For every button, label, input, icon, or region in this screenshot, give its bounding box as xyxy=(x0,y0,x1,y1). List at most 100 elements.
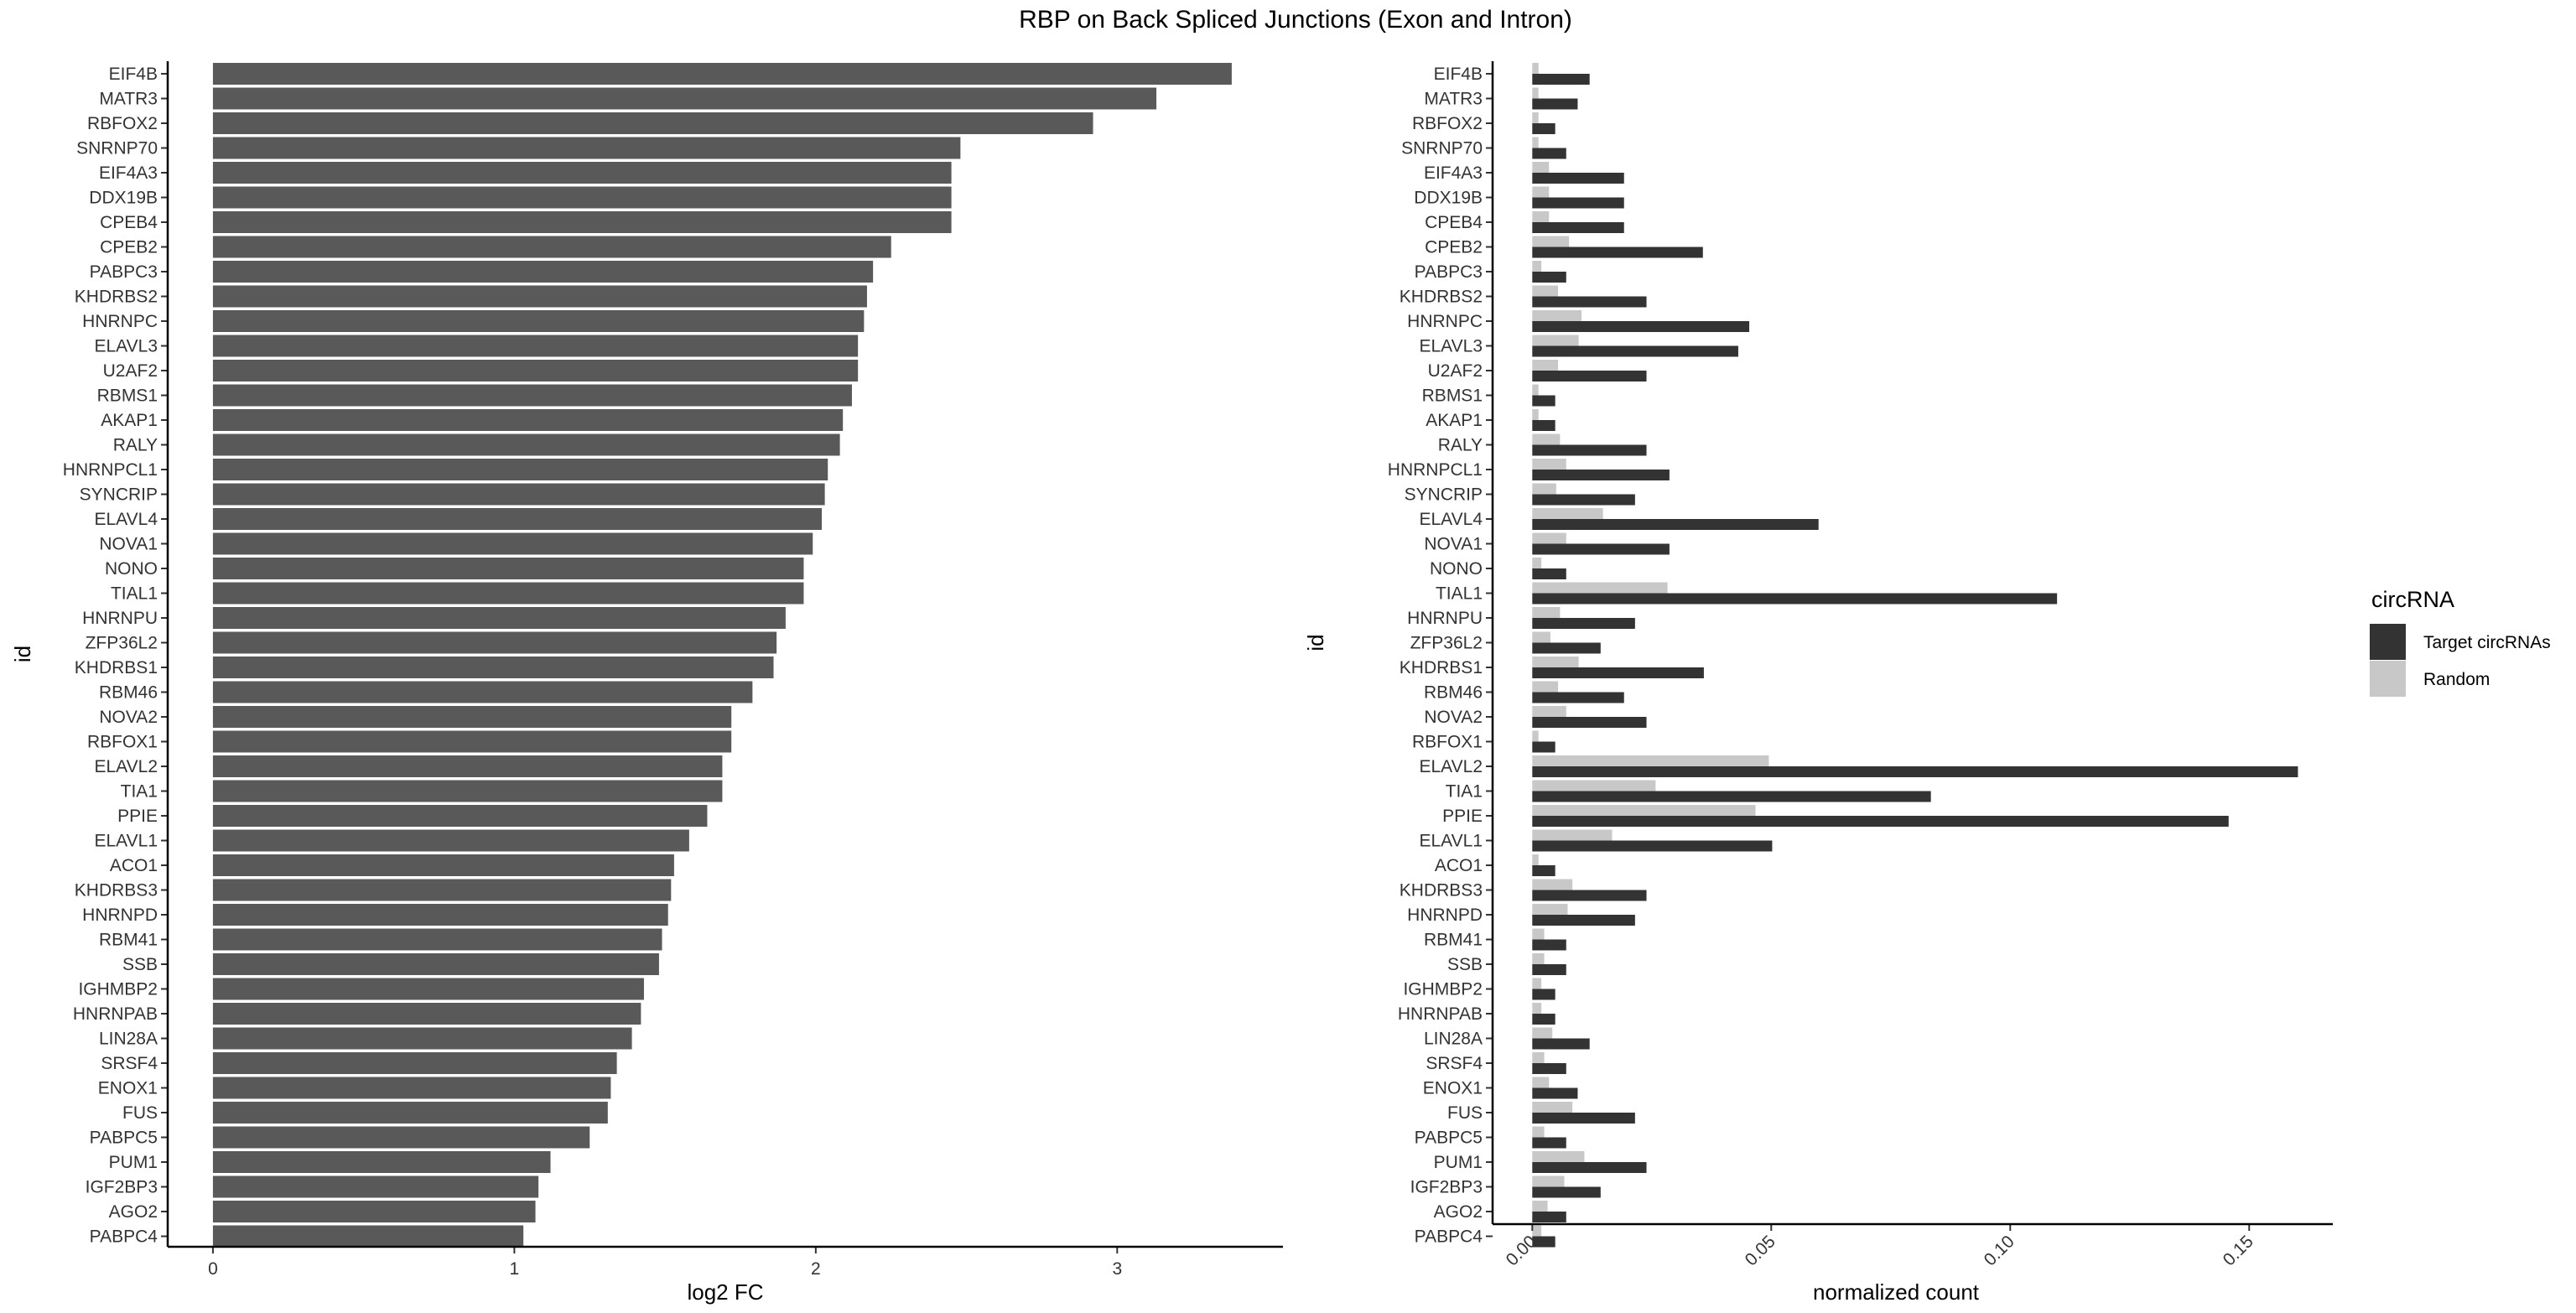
log2fc-y-tick-label: NONO xyxy=(105,559,158,579)
log2fc-y-tick-label: ACO1 xyxy=(110,856,158,875)
log2fc-bar xyxy=(212,137,961,159)
target-circrnas-bar xyxy=(1532,840,1773,852)
log2fc-y-tick-label: EIF4B xyxy=(109,65,158,84)
log2fc-y-tick-label: PABPC5 xyxy=(90,1129,158,1148)
log2fc-y-tick-label: U2AF2 xyxy=(103,361,158,381)
log2fc-bar xyxy=(212,780,723,802)
normalized-count-y-tick-label: HNRNPCL1 xyxy=(1388,460,1483,480)
log2fc-y-tick-label: RBM41 xyxy=(99,931,158,950)
log2fc-bar xyxy=(212,829,689,852)
normalized-count-y-tick-label: RBMS1 xyxy=(1422,387,1483,406)
target-circrnas-bar xyxy=(1532,1212,1566,1222)
log2fc-bar xyxy=(212,261,874,283)
target-circrnas-bar xyxy=(1532,964,1566,975)
random-bar xyxy=(1532,162,1550,173)
random-bar xyxy=(1532,1201,1548,1212)
log2fc-bar xyxy=(212,558,804,579)
normalized-count-y-tick-label: TIA1 xyxy=(1446,782,1483,802)
random-bar xyxy=(1532,656,1579,667)
log2fc-bar xyxy=(212,854,674,876)
random-bar xyxy=(1532,928,1545,940)
log2fc-y-tick-label: SYNCRIP xyxy=(80,485,158,505)
target-circrnas-bar xyxy=(1532,272,1566,283)
target-circrnas-bar xyxy=(1532,1186,1601,1198)
normalized-count-y-tick-label: LIN28A xyxy=(1424,1030,1483,1049)
log2fc-x-tick-label: 2 xyxy=(811,1259,821,1279)
normalized-count-y-axis-title: id xyxy=(1303,634,1328,651)
target-circrnas-bar xyxy=(1532,296,1647,308)
random-bar xyxy=(1532,780,1656,791)
log2fc-y-tick-label: SRSF4 xyxy=(101,1054,158,1073)
log2fc-y-tick-label: RBMS1 xyxy=(97,387,158,406)
random-bar xyxy=(1532,1077,1550,1088)
random-bar xyxy=(1532,87,1539,99)
log2fc-bar xyxy=(212,409,844,431)
log2fc-y-tick-label: HNRNPC xyxy=(82,312,158,331)
random-bar xyxy=(1532,532,1566,544)
normalized-count-y-tick-label: RBFOX2 xyxy=(1412,114,1483,133)
log2fc-y-tick-label: ELAVL3 xyxy=(95,337,158,356)
normalized-count-y-tick-label: KHDRBS2 xyxy=(1400,288,1483,307)
log2fc-bar xyxy=(212,310,865,332)
log2fc-y-tick-label: RBM46 xyxy=(99,683,158,703)
target-circrnas-bar xyxy=(1532,519,1819,530)
normalized-count-x-tick-label: 0.10 xyxy=(1981,1232,2018,1269)
log2fc-y-tick-label: PABPC3 xyxy=(90,262,158,282)
random-bar xyxy=(1532,63,1539,74)
log2fc-y-tick-label: PPIE xyxy=(117,807,158,826)
log2fc-bar xyxy=(212,433,840,456)
log2fc-bar xyxy=(212,805,708,827)
log2fc-bar xyxy=(212,87,1157,110)
target-circrnas-bar xyxy=(1532,989,1555,1000)
log2fc-bar xyxy=(212,978,644,1000)
target-circrnas-bar xyxy=(1532,568,1566,579)
normalized-count-y-tick-label: PPIE xyxy=(1442,807,1483,826)
log2fc-y-tick-label: KHDRBS2 xyxy=(75,288,158,307)
legend-key-target xyxy=(2370,624,2406,660)
random-bar xyxy=(1532,1027,1553,1039)
log2fc-y-tick-label: FUS xyxy=(122,1103,158,1123)
target-circrnas-bar xyxy=(1532,766,2298,777)
log2fc-y-tick-label: ZFP36L2 xyxy=(86,634,158,653)
target-circrnas-bar xyxy=(1532,791,1931,802)
log2fc-y-tick-label: AGO2 xyxy=(109,1202,158,1222)
legend-key-random xyxy=(2370,661,2406,697)
log2fc-y-tick-label: HNRNPD xyxy=(82,906,158,925)
random-bar xyxy=(1532,508,1603,519)
log2fc-y-tick-label: MATR3 xyxy=(99,90,158,109)
log2fc-y-tick-label: KHDRBS3 xyxy=(75,881,158,900)
log2fc-bar xyxy=(212,162,952,184)
target-circrnas-bar xyxy=(1532,890,1647,901)
legend-title: circRNA xyxy=(2371,587,2454,612)
log2fc-bar xyxy=(212,904,668,926)
log2fc-y-tick-label: AKAP1 xyxy=(101,411,158,430)
log2fc-bar xyxy=(212,285,867,308)
target-circrnas-bar xyxy=(1532,444,1647,456)
log2fc-y-tick-label: NOVA2 xyxy=(99,708,158,727)
random-bar xyxy=(1532,1052,1545,1063)
log2fc-bar xyxy=(212,879,672,901)
random-bar xyxy=(1532,730,1539,742)
normalized-count-y-tick-label: SSB xyxy=(1447,955,1483,974)
target-circrnas-bar xyxy=(1532,148,1566,159)
random-bar xyxy=(1532,854,1539,865)
log2fc-bars xyxy=(212,63,1232,1248)
target-circrnas-bar xyxy=(1532,816,2229,827)
target-circrnas-bar xyxy=(1532,717,1647,728)
target-circrnas-bar xyxy=(1532,1087,1578,1099)
target-circrnas-bar xyxy=(1532,939,1566,951)
normalized-count-y-tick-label: IGHMBP2 xyxy=(1403,980,1483,999)
log2fc-y-tick-label: PUM1 xyxy=(109,1153,158,1172)
random-bar xyxy=(1532,1175,1565,1187)
log2fc-bar xyxy=(212,1151,551,1173)
log2fc-y-tick-label: HNRNPCL1 xyxy=(63,460,158,480)
target-circrnas-bar xyxy=(1532,1137,1566,1149)
random-bar xyxy=(1532,360,1559,371)
normalized-count-y-tick-label: AKAP1 xyxy=(1426,411,1483,430)
target-circrnas-bar xyxy=(1532,345,1738,357)
target-circrnas-bar xyxy=(1532,593,2058,605)
log2fc-bar xyxy=(212,483,825,506)
normalized-count-y-tick-label: PABPC3 xyxy=(1415,262,1483,282)
log2fc-y-axis-title: id xyxy=(10,646,35,662)
